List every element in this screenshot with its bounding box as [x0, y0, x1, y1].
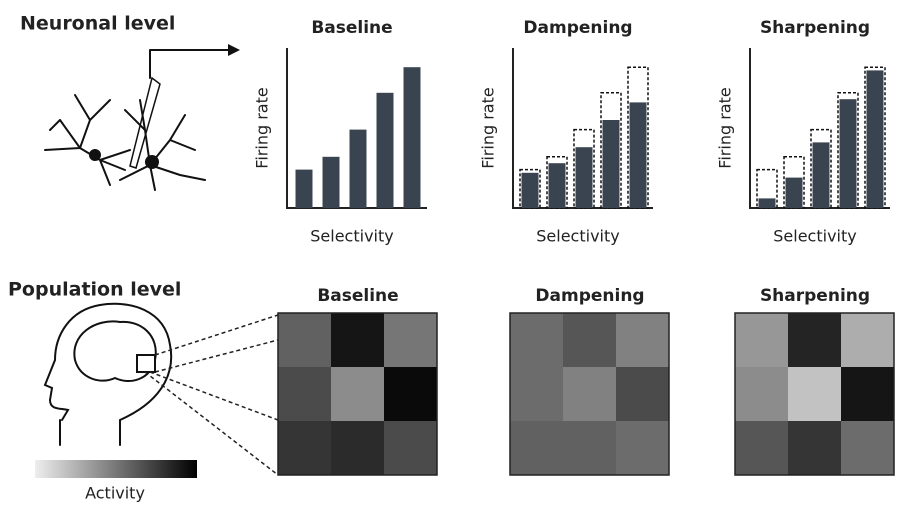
colorbar: [35, 460, 197, 478]
y-axis-label: Firing rate: [716, 87, 735, 168]
bar: [629, 102, 647, 208]
bar: [349, 129, 367, 208]
bar: [521, 172, 539, 208]
heatmap-cell: [563, 421, 616, 475]
panel-title: Baseline: [317, 286, 398, 306]
heatmap-cell: [384, 421, 437, 475]
y-axis-label: Firing rate: [479, 87, 498, 168]
baseline-outline: [756, 168, 778, 209]
bar: [548, 163, 566, 208]
x-axis-label: Selectivity: [773, 227, 856, 246]
heatmap-cell: [788, 367, 841, 421]
heatmap-cell: [331, 421, 384, 475]
heatmap-cell: [510, 421, 563, 475]
heatmap-cell: [278, 313, 331, 367]
section-title: Neuronal level: [20, 13, 175, 35]
baseline-outline: [519, 168, 541, 209]
bar: [322, 156, 340, 208]
bar: [403, 67, 421, 208]
heatmap-cell: [616, 421, 669, 475]
heatmap-cell: [331, 313, 384, 367]
heatmap-cell: [841, 421, 894, 475]
heatmap-cell: [384, 367, 437, 421]
x-axis-label: Selectivity: [536, 227, 619, 246]
heatmap-cell: [841, 313, 894, 367]
baseline-outline: [810, 128, 832, 209]
heatmap-cell: [841, 367, 894, 421]
heatmap-cell: [616, 313, 669, 367]
head-illustration: [43, 302, 173, 446]
heatmap-frame: [277, 312, 438, 476]
bar: [812, 142, 830, 208]
heatmap-cell: [735, 367, 788, 421]
bar: [758, 198, 776, 208]
bar: [376, 92, 394, 208]
heatmap-cell: [278, 421, 331, 475]
heatmap-cell: [735, 313, 788, 367]
bar: [866, 70, 884, 209]
bar: [839, 99, 857, 208]
heatmap-cell: [735, 421, 788, 475]
panel-title: Dampening: [523, 18, 632, 38]
panel-title: Baseline: [311, 18, 392, 38]
heatmap-frame: [734, 312, 895, 476]
bar: [295, 169, 313, 208]
neuron-illustration: [44, 44, 240, 191]
baseline-outline: [573, 128, 595, 209]
colorbar-label: Activity: [85, 484, 145, 503]
heatmap-cell: [788, 421, 841, 475]
bar: [602, 120, 620, 208]
x-axis-label: Selectivity: [310, 227, 393, 246]
heatmap-cell: [616, 367, 669, 421]
heatmap-frame: [509, 312, 670, 476]
heatmap-cell: [384, 313, 437, 367]
projection-lines: [144, 314, 279, 476]
heatmap-cell: [510, 313, 563, 367]
bar: [575, 147, 593, 208]
panel-title: Sharpening: [760, 18, 870, 38]
heatmap-cell: [563, 313, 616, 367]
heatmap-cell: [788, 313, 841, 367]
bar: [785, 177, 803, 208]
heatmap-cell: [510, 367, 563, 421]
panel-title: Sharpening: [760, 286, 870, 306]
heatmap-cell: [278, 367, 331, 421]
section-title: Population level: [8, 279, 181, 301]
panel-title: Dampening: [535, 286, 644, 306]
heatmap-cell: [331, 367, 384, 421]
y-axis-label: Firing rate: [253, 87, 272, 168]
heatmap-cell: [563, 367, 616, 421]
